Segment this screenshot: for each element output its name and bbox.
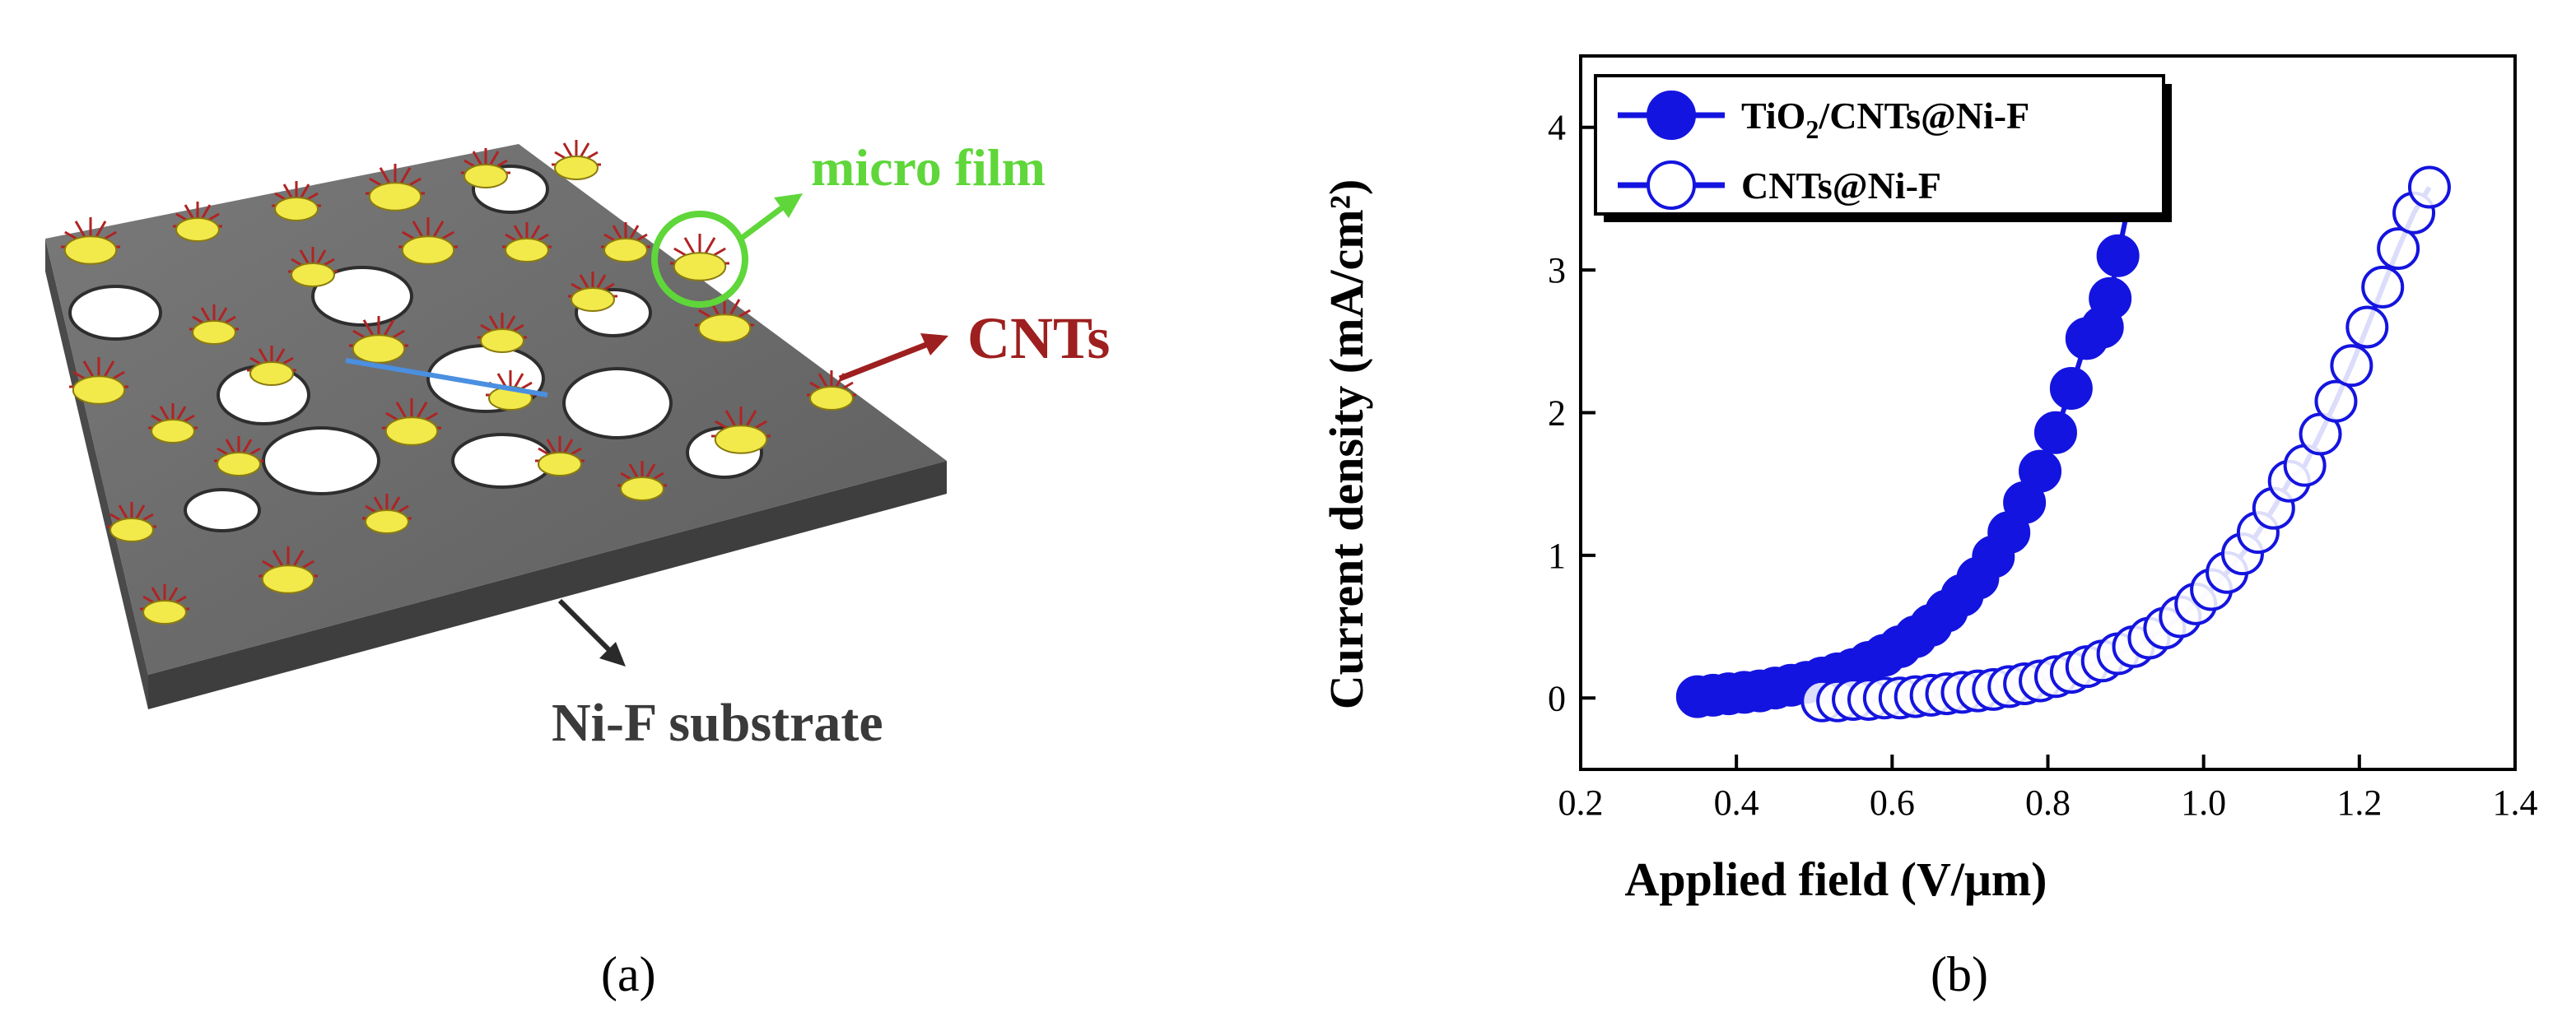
data-point	[2361, 265, 2405, 309]
cnt-clusters	[61, 140, 856, 625]
cnt-cluster	[601, 222, 650, 262]
cnts-arrowhead	[920, 333, 948, 355]
substrate-side-left	[45, 239, 148, 709]
cnt-cluster	[247, 346, 296, 386]
x-tick-label: 1.2	[2336, 783, 2382, 823]
highlight-line	[345, 358, 548, 397]
cnt-cluster	[366, 164, 425, 211]
data-point	[2033, 411, 2077, 454]
y-tick-label: 1	[1548, 536, 1566, 576]
cnt-cluster	[398, 217, 458, 265]
substrate-label: Ni-F substrate	[552, 693, 883, 753]
cnt-cluster	[140, 584, 189, 625]
cnt-cluster	[189, 304, 239, 345]
y-axis-label: Current density (mA/cm²)	[1320, 179, 1373, 710]
caption-b: (b)	[1931, 947, 1988, 1001]
legend-marker	[1647, 91, 1696, 140]
cnt-cluster	[807, 370, 856, 411]
substrate-arrowhead	[599, 642, 626, 667]
caption-a: (a)	[601, 947, 656, 1001]
legend-label: CNTs@Ni-F	[1741, 165, 1941, 207]
x-tick-label: 1.4	[2493, 783, 2538, 823]
cnt-cluster	[670, 234, 729, 281]
cnt-cluster	[477, 313, 527, 353]
data-point	[2377, 227, 2420, 271]
substrate-arrow	[557, 598, 616, 657]
y-tick-label: 3	[1548, 250, 1566, 290]
cnt-cluster	[568, 272, 617, 312]
cnts-arrow	[838, 338, 936, 382]
cnt-cluster	[349, 316, 408, 364]
y-tick-label: 4	[1548, 108, 1566, 148]
substrate-schematic: micro film CNTs Ni-F substrate	[45, 138, 1110, 753]
y-tick-label: 0	[1548, 678, 1566, 718]
data-point	[2314, 379, 2358, 423]
x-axis-label: Applied field (V/μm)	[1625, 852, 2047, 906]
chart-legend: TiO2/CNTs@Ni-F CNTs@Ni-F	[1594, 74, 2172, 222]
cnt-cluster	[148, 403, 198, 444]
x-tick-label: 0.4	[1714, 783, 1759, 823]
cnt-cluster	[61, 217, 120, 265]
micro-film-circle	[651, 211, 748, 308]
x-tick-label: 1.0	[2181, 783, 2226, 823]
cnt-cluster	[214, 436, 263, 476]
data-point	[2096, 234, 2140, 277]
cnt-cluster	[362, 494, 412, 534]
cnts-label: CNTs	[967, 305, 1110, 371]
cnt-cluster	[552, 140, 601, 180]
cnt-cluster	[259, 546, 318, 594]
cnt-cluster	[107, 502, 156, 542]
cnt-cluster	[535, 436, 585, 476]
chart-series	[1675, 84, 2451, 722]
legend-label: TiO2/CNTs@Ni-F	[1741, 95, 2029, 144]
micro-film-arrowhead	[774, 193, 803, 218]
cnt-cluster	[272, 181, 321, 221]
x-tick-label: 0.8	[2025, 783, 2071, 823]
data-point	[2330, 344, 2373, 388]
data-point	[2019, 449, 2062, 493]
cnt-cluster	[502, 222, 552, 262]
legend-marker	[1647, 160, 1696, 210]
data-point	[2407, 165, 2451, 209]
cnt-cluster	[173, 202, 222, 242]
x-tick-label: 0.6	[1870, 783, 1915, 823]
chart: 0.2 0.4 0.6 0.8 1.0 1.2 1.4 0 1 2 3 4 TiO2/CNTs@Ni-…	[1320, 54, 2538, 906]
data-point	[2345, 305, 2389, 349]
x-tick-label: 0.2	[1558, 783, 1604, 823]
micro-film-label: micro film	[811, 138, 1046, 197]
cnt-cluster	[711, 407, 771, 454]
chart-axes: 0.2 0.4 0.6 0.8 1.0 1.2 1.4 0 1 2 3 4	[1548, 54, 2538, 823]
cnt-cluster	[617, 461, 667, 501]
substrate-side	[148, 461, 947, 709]
y-tick-label: 2	[1548, 393, 1566, 434]
cnt-cluster	[461, 148, 510, 188]
cnt-cluster	[288, 247, 338, 287]
cnt-cluster	[382, 398, 441, 446]
cnt-cluster	[695, 295, 754, 343]
cnt-cluster	[69, 357, 128, 405]
data-point	[2049, 367, 2093, 411]
data-point	[2089, 276, 2132, 320]
